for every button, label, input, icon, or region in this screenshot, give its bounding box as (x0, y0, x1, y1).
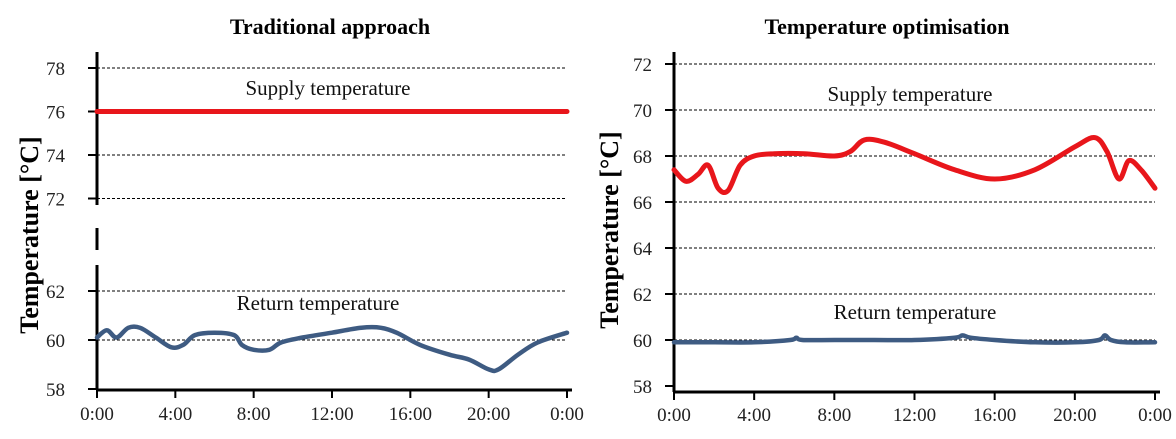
left-x-tick-label: 0:00 (550, 404, 584, 425)
left-x-tick-label: 4:00 (158, 404, 192, 425)
left-return-line (94, 324, 570, 374)
right-y-tick-label: 70 (633, 101, 652, 122)
left-y-tick-label: 74 (46, 146, 66, 167)
right-y-tick-label: 62 (633, 285, 652, 306)
left-x-tick-label: 0:00 (80, 404, 114, 425)
left-chart: Traditional approach Temperature [°C] Su… (15, 14, 584, 425)
right-y-tick-label: 58 (633, 377, 652, 398)
right-x-tick-label: 0:00 (657, 405, 691, 426)
left-y-tick-label: 62 (46, 282, 65, 303)
left-supply-annotation: Supply temperature (245, 76, 410, 100)
right-y-axis-label: Temperature [°C] (595, 131, 624, 328)
right-y-tick-label: 64 (633, 239, 653, 260)
left-x-tick-label: 16:00 (389, 404, 432, 425)
right-chart: Temperature optimisation Temperature [°C… (595, 14, 1172, 426)
left-chart-title: Traditional approach (230, 14, 430, 39)
right-return-annotation: Return temperature (834, 300, 997, 324)
right-y-tick-label: 66 (633, 193, 652, 214)
left-y-tick-label: 58 (46, 380, 65, 401)
right-x-tick-label: 16:00 (973, 405, 1016, 426)
right-y-tick-label: 72 (633, 55, 652, 76)
left-return-annotation: Return temperature (237, 291, 400, 315)
right-y-tick-label: 68 (633, 147, 652, 168)
right-x-tick-label: 8:00 (817, 405, 851, 426)
left-x-tick-label: 12:00 (310, 404, 353, 425)
right-return-line (671, 333, 1158, 345)
right-chart-title: Temperature optimisation (764, 14, 1009, 39)
right-x-tick-label: 20:00 (1053, 405, 1096, 426)
left-y-tick-label: 78 (46, 59, 65, 80)
right-supply-line (671, 135, 1158, 196)
right-supply-annotation: Supply temperature (827, 82, 992, 106)
left-y-tick-label: 60 (46, 331, 65, 352)
left-y-tick-label: 76 (46, 103, 65, 124)
right-x-tick-label: 4:00 (737, 405, 771, 426)
right-x-tick-label: 12:00 (893, 405, 936, 426)
left-y-axis-label: Temperature [°C] (15, 136, 44, 333)
right-y-tick-label: 60 (633, 331, 652, 352)
left-x-tick-label: 8:00 (237, 404, 271, 425)
right-x-tick-label: 0:00 (1138, 405, 1172, 426)
left-x-tick-label: 20:00 (467, 404, 510, 425)
left-y-tick-label: 72 (46, 190, 65, 211)
